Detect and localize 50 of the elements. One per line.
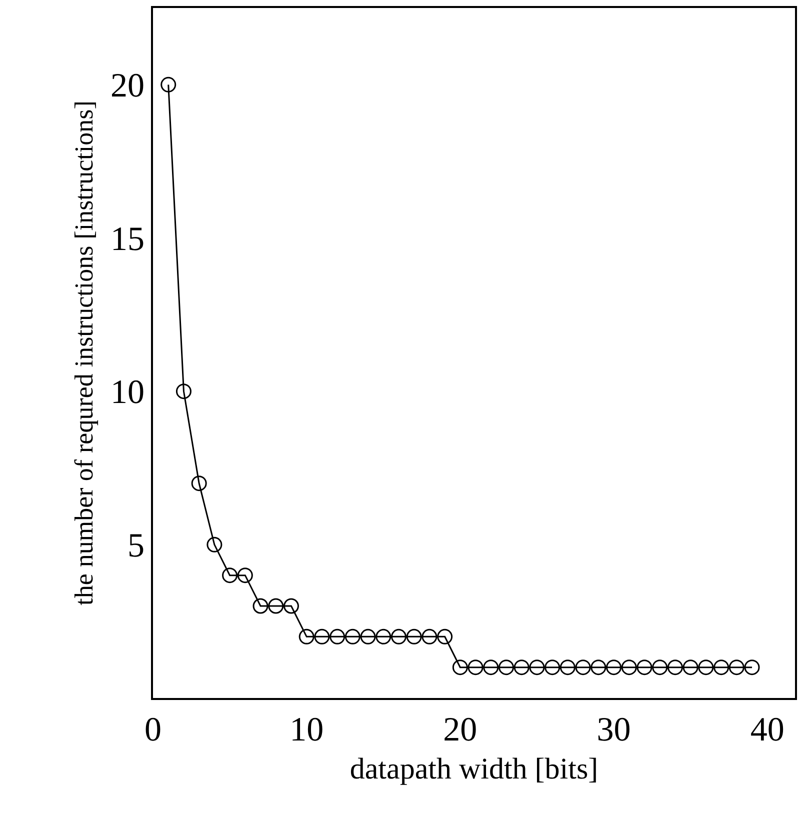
y-tick-label: 5 [127, 528, 144, 565]
x-tick-label: 40 [750, 712, 784, 749]
point [667, 660, 683, 676]
point [330, 628, 346, 644]
point [606, 660, 622, 676]
point [575, 660, 591, 676]
y-axis-title: the number of requred instructions [instructions] [69, 100, 98, 606]
point [283, 598, 299, 614]
point [636, 660, 652, 676]
point [360, 628, 376, 644]
point [544, 660, 560, 676]
point [498, 660, 514, 676]
point [252, 598, 268, 614]
point [176, 384, 192, 400]
point [698, 660, 714, 676]
point [529, 660, 545, 676]
point [390, 628, 406, 644]
point [268, 598, 284, 614]
y-tick-label: 15 [110, 220, 144, 258]
y-tick-label: 10 [110, 374, 144, 412]
point [237, 568, 253, 584]
point [422, 628, 438, 644]
point [483, 660, 499, 676]
point [437, 628, 453, 644]
point [222, 568, 238, 584]
point [191, 476, 207, 492]
point [344, 628, 360, 644]
point [728, 660, 744, 676]
point [160, 76, 176, 92]
point [206, 536, 222, 552]
point [406, 628, 422, 644]
point [314, 628, 330, 644]
point [452, 660, 468, 676]
point [468, 660, 484, 676]
point [744, 660, 760, 676]
x-tick-label: 0 [144, 712, 162, 749]
x-tick-label: 30 [596, 712, 631, 749]
x-tick-label: 10 [290, 712, 324, 749]
point [376, 628, 392, 644]
point [298, 628, 314, 644]
y-tick-label: 20 [110, 68, 144, 105]
point [682, 660, 698, 676]
point [590, 660, 606, 676]
point [652, 660, 668, 676]
point [514, 660, 530, 676]
point [560, 660, 576, 676]
point [714, 660, 730, 676]
x-tick-label: 20 [443, 712, 478, 749]
x-axis-title: datapath width [bits] [350, 752, 598, 786]
point [621, 660, 637, 676]
